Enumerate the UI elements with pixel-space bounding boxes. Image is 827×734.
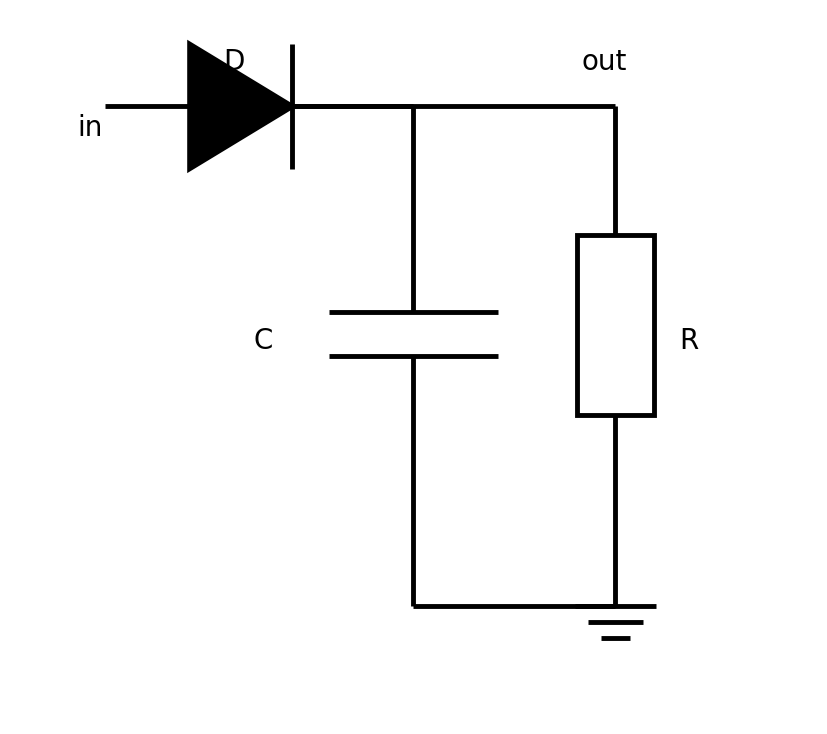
Text: R: R: [679, 327, 698, 355]
Text: out: out: [581, 48, 627, 76]
Polygon shape: [189, 44, 293, 169]
Text: C: C: [253, 327, 273, 355]
Text: D: D: [223, 48, 244, 76]
Bar: [577, 235, 653, 415]
Text: in: in: [78, 115, 103, 142]
